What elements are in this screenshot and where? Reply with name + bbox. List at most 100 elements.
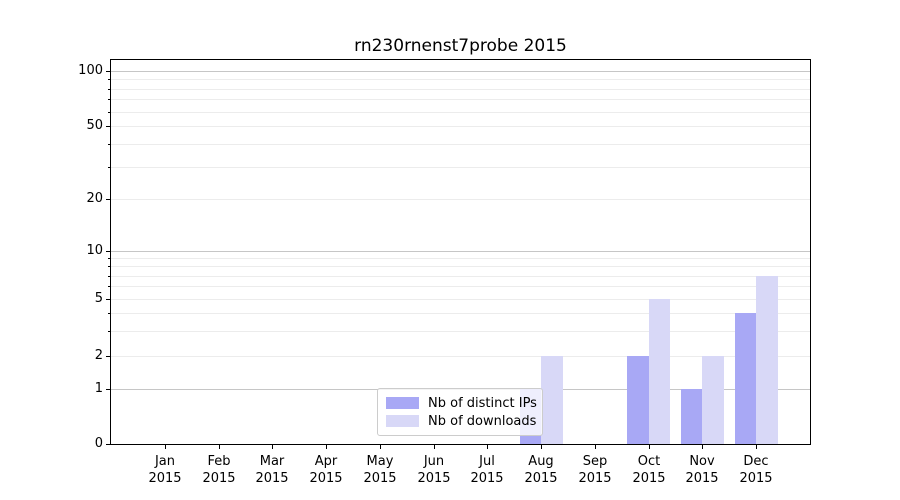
x-tick-month: Dec <box>743 454 769 469</box>
y-minor-tick <box>108 89 110 90</box>
legend-swatch-downloads <box>386 415 419 427</box>
y-minor-tick <box>108 112 110 113</box>
x-tick-label: Mar 2015 <box>244 453 300 487</box>
x-tick <box>272 445 273 449</box>
y-minor-tick <box>108 167 110 168</box>
x-tick-label: Jan 2015 <box>137 453 193 487</box>
y-minor-tick <box>108 144 110 145</box>
x-tick <box>380 445 381 449</box>
x-tick-label: Sep 2015 <box>567 453 623 487</box>
x-tick-year: 2015 <box>524 471 558 486</box>
legend-label-downloads: Nb of downloads <box>428 413 537 429</box>
x-tick <box>487 445 488 449</box>
y-tick <box>106 299 110 300</box>
bar-downloads <box>702 356 724 444</box>
x-tick-year: 2015 <box>739 471 773 486</box>
x-tick-year: 2015 <box>632 471 666 486</box>
minor-gridline <box>111 331 810 332</box>
x-tick-label: Feb 2015 <box>191 453 247 487</box>
y-minor-tick <box>108 276 110 277</box>
y-tick-label: 50 <box>86 118 103 133</box>
y-minor-tick <box>108 313 110 314</box>
y-minor-tick <box>108 79 110 80</box>
x-tick-label: Dec 2015 <box>728 453 784 487</box>
x-tick-label: Nov 2015 <box>674 453 730 487</box>
minor-gridline <box>111 266 810 267</box>
x-tick-year: 2015 <box>578 471 612 486</box>
minor-gridline <box>111 89 810 90</box>
x-tick-month: Sep <box>582 454 608 469</box>
x-tick-year: 2015 <box>309 471 343 486</box>
legend: Nb of distinct IPs Nb of downloads <box>377 388 543 436</box>
y-tick <box>106 251 110 252</box>
x-tick-month: Apr <box>314 454 338 469</box>
legend-label-distinct-ips: Nb of distinct IPs <box>428 395 537 411</box>
x-tick-month: Jan <box>154 454 176 469</box>
x-tick-label: Apr 2015 <box>298 453 354 487</box>
bar-distinct-ips <box>680 389 703 444</box>
x-tick <box>326 445 327 449</box>
x-tick-year: 2015 <box>685 471 719 486</box>
x-tick <box>541 445 542 449</box>
minor-gridline <box>111 167 810 168</box>
legend-entry-distinct-ips: Nb of distinct IPs <box>386 394 537 412</box>
x-tick-label: Jul 2015 <box>459 453 515 487</box>
minor-gridline <box>111 144 810 145</box>
minor-gridline <box>111 299 810 300</box>
y-minor-tick <box>108 266 110 267</box>
minor-gridline <box>111 112 810 113</box>
legend-swatch-distinct-ips <box>386 397 419 409</box>
x-tick-month: Mar <box>259 454 285 469</box>
y-tick <box>106 444 110 445</box>
major-gridline <box>111 251 810 252</box>
y-minor-tick <box>108 258 110 259</box>
y-tick-label: 100 <box>78 63 103 78</box>
legend-entry-downloads: Nb of downloads <box>386 412 537 430</box>
x-tick-year: 2015 <box>470 471 504 486</box>
x-tick-month: Jun <box>423 454 445 469</box>
x-tick-month: Nov <box>689 454 715 469</box>
y-minor-tick <box>108 99 110 100</box>
y-tick-label: 20 <box>86 191 103 206</box>
y-tick <box>106 199 110 200</box>
bar-distinct-ips <box>627 356 649 444</box>
x-tick <box>649 445 650 449</box>
y-tick <box>106 356 110 357</box>
x-tick-month: May <box>366 454 394 469</box>
minor-gridline <box>111 258 810 259</box>
minor-gridline <box>111 199 810 200</box>
x-tick <box>434 445 435 449</box>
minor-gridline <box>111 79 810 80</box>
x-tick <box>595 445 596 449</box>
bar-downloads <box>648 299 671 444</box>
x-tick <box>219 445 220 449</box>
minor-gridline <box>111 126 810 127</box>
bar-downloads <box>541 356 563 444</box>
x-tick <box>756 445 757 449</box>
x-tick-month: Oct <box>637 454 661 469</box>
y-tick-label: 10 <box>86 243 103 258</box>
y-tick-label: 1 <box>94 381 103 396</box>
minor-gridline <box>111 313 810 314</box>
x-tick-year: 2015 <box>148 471 182 486</box>
x-tick-label: Aug 2015 <box>513 453 569 487</box>
x-tick-year: 2015 <box>255 471 289 486</box>
x-tick-month: Aug <box>528 454 554 469</box>
bar-distinct-ips <box>734 312 757 444</box>
minor-gridline <box>111 99 810 100</box>
x-tick-year: 2015 <box>363 471 397 486</box>
bar-downloads <box>756 275 778 444</box>
major-gridline <box>111 71 810 72</box>
x-tick <box>702 445 703 449</box>
y-tick-label: 2 <box>94 348 103 363</box>
minor-gridline <box>111 276 810 277</box>
y-tick <box>106 71 110 72</box>
y-tick-label: 5 <box>94 291 103 306</box>
x-tick-year: 2015 <box>417 471 451 486</box>
x-tick <box>165 445 166 449</box>
y-minor-tick <box>108 286 110 287</box>
y-tick <box>106 389 110 390</box>
x-tick-month: Feb <box>207 454 231 469</box>
minor-gridline <box>111 356 810 357</box>
